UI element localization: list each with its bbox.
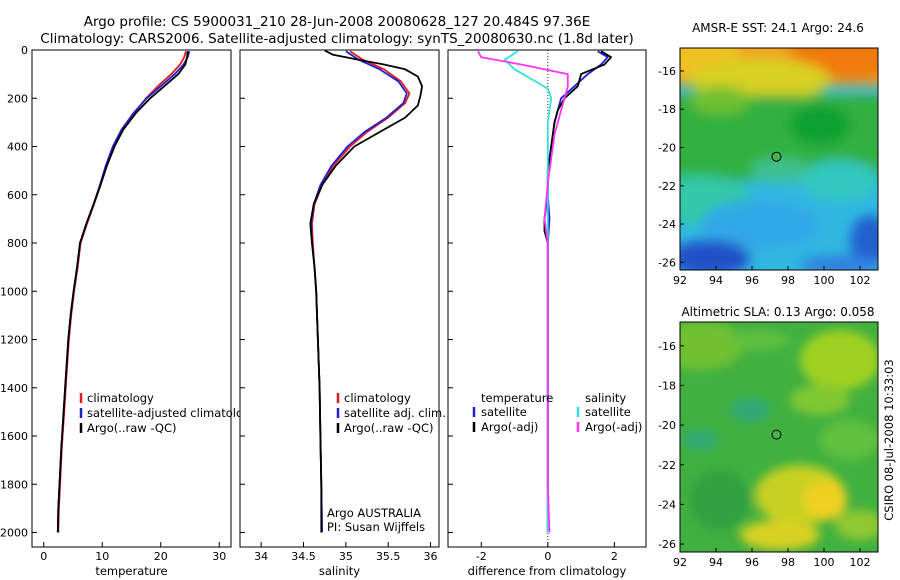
temperature-xtick-label-3: 30 (212, 550, 226, 563)
difference-xtick-label-2: 2 (611, 550, 618, 563)
temperature-legend-label-2: Argo(..raw -QC) (87, 421, 177, 435)
salinity-xtick-label-2: 35 (339, 550, 353, 563)
sla-ytick-label-3: -22 (658, 459, 676, 472)
sst-ytick-label-5: -26 (658, 256, 676, 269)
salinity-legend-label-1: satellite adj. clim. (344, 406, 446, 420)
salinity-xlabel: salinity (319, 564, 360, 578)
sla-xtick-label-5: 102 (850, 556, 871, 569)
salinity-annotation-1: PI: Susan Wijffels (327, 520, 425, 534)
legend-label-0: satellite (481, 405, 527, 419)
difference-series-3 (477, 50, 569, 533)
sla-argo-marker (771, 429, 782, 440)
sla-ytick-label-4: -24 (658, 498, 676, 511)
sst-ytick-label-1: -18 (658, 103, 676, 116)
salinity-legend-label-0: climatology (344, 391, 411, 405)
difference-xtick-label-1: 0 (544, 550, 551, 563)
temperature-xtick-label-2: 20 (154, 550, 168, 563)
temperature-ytick-label-2: 400 (7, 141, 28, 154)
temperature-ytick-label-5: 1000 (0, 285, 28, 298)
salinity-profile-panel: 34 34.5 35 35.5 36 salinity climatologysatelli… (239, 49, 446, 578)
salinity-plot-frame (239, 49, 440, 548)
salinity-legend-label-2: Argo(..raw -QC) (344, 421, 434, 435)
sla-ytick-label-1: -18 (658, 379, 676, 392)
legend-header-0: temperature (481, 391, 553, 405)
sst-xtick-label-2: 96 (745, 274, 759, 287)
sst-xtick-label-3: 98 (781, 274, 795, 287)
salinity-xtick-label-4: 36 (424, 550, 438, 563)
sla-ytick-label-2: -20 (658, 419, 676, 432)
sst-xtick-label-0: 92 (673, 274, 687, 287)
sst-ytick-label-0: -16 (658, 65, 676, 78)
difference-xlabel: difference from climatology (468, 564, 627, 578)
temperature-ytick-label-9: 1800 (0, 478, 28, 491)
sla-heatmap (680, 322, 878, 552)
sst-xtick-label-5: 102 (850, 274, 871, 287)
legend-label-3: Argo(-adj) (585, 420, 642, 434)
sst-ytick-label-3: -22 (658, 180, 676, 193)
temperature-ytick-label-6: 1200 (0, 334, 28, 347)
sla-xtick-label-1: 94 (709, 556, 723, 569)
temperature-xlabel: temperature (95, 564, 167, 578)
temperature-xtick-label-1: 10 (95, 550, 109, 563)
legend-label-2: satellite (585, 405, 631, 419)
sla-xtick-label-2: 96 (745, 556, 759, 569)
temperature-legend-label-0: climatology (87, 391, 154, 405)
salinity-xtick-label-1: 34.5 (291, 550, 316, 563)
temperature-plot-frame (31, 49, 232, 548)
sla-xtick-label-0: 92 (673, 556, 687, 569)
temperature-ytick-label-0: 0 (21, 44, 28, 57)
temperature-legend-label-1: satellite-adjusted climatology (87, 406, 257, 420)
temperature-ytick-label-4: 800 (7, 237, 28, 250)
sla-xtick-label-3: 98 (781, 556, 795, 569)
temperature-ytick-label-10: 2000 (0, 527, 28, 540)
temperature-ytick-label-1: 200 (7, 92, 28, 105)
salinity-xtick-label-0: 34 (254, 550, 268, 563)
sst-ytick-label-2: -20 (658, 142, 676, 155)
legend-header-1: salinity (585, 391, 626, 405)
legend-label-1: Argo(-adj) (481, 420, 538, 434)
temperature-xtick-label-0: 0 (40, 550, 47, 563)
sst-map-title: AMSR-E SST: 24.1 Argo: 24.6 (692, 21, 864, 35)
figure-credit: CSIRO 08-Jul-2008 10:33:03 (882, 359, 896, 520)
sla-xtick-label-4: 100 (814, 556, 835, 569)
salinity-series-2 (309, 49, 424, 533)
sst-ytick-label-4: -24 (658, 218, 676, 231)
sst-map-frame (679, 47, 879, 271)
sst-xtick-label-1: 94 (709, 274, 723, 287)
salinity-xtick-label-3: 35.5 (376, 550, 401, 563)
temperature-series-2 (56, 51, 189, 533)
sla-ytick-label-5: -26 (658, 538, 676, 551)
temperature-ytick-label-7: 1400 (0, 382, 28, 395)
sla-ytick-label-0: -16 (658, 340, 676, 353)
sst-heatmap (680, 48, 878, 270)
difference-xtick-label-0: -2 (476, 550, 487, 563)
sst-xtick-label-4: 100 (814, 274, 835, 287)
figure-title-line2: Climatology: CARS2006. Satellite-adjuste… (40, 31, 633, 47)
temperature-ytick-label-8: 1600 (0, 430, 28, 443)
salinity-annotation-0: Argo AUSTRALIA (327, 506, 421, 520)
temperature-ytick-label-3: 600 (7, 189, 28, 202)
difference-legend: temperature salinitysatelliteArgo(-adj)sa… (472, 391, 642, 434)
figure-title-line1: Argo profile: CS 5900031_210 28-Jun-2008… (84, 14, 591, 30)
sst-map-axes: 92 94 96 98 100 102 -16 -18 -20 -22 -24 -26 (658, 65, 870, 287)
sst-argo-marker (771, 151, 782, 162)
sla-map-axes: 92 94 96 98 100 102 -16 -18 -20 -22 -24 -26 (658, 340, 870, 569)
sla-map-title: Altimetric SLA: 0.13 Argo: 0.058 (681, 305, 874, 319)
sla-map-frame (679, 321, 879, 553)
temperature-profile-panel: 0 10 20 30 temperature 0 200 400 600 800 1000 1200 1… (0, 44, 257, 578)
